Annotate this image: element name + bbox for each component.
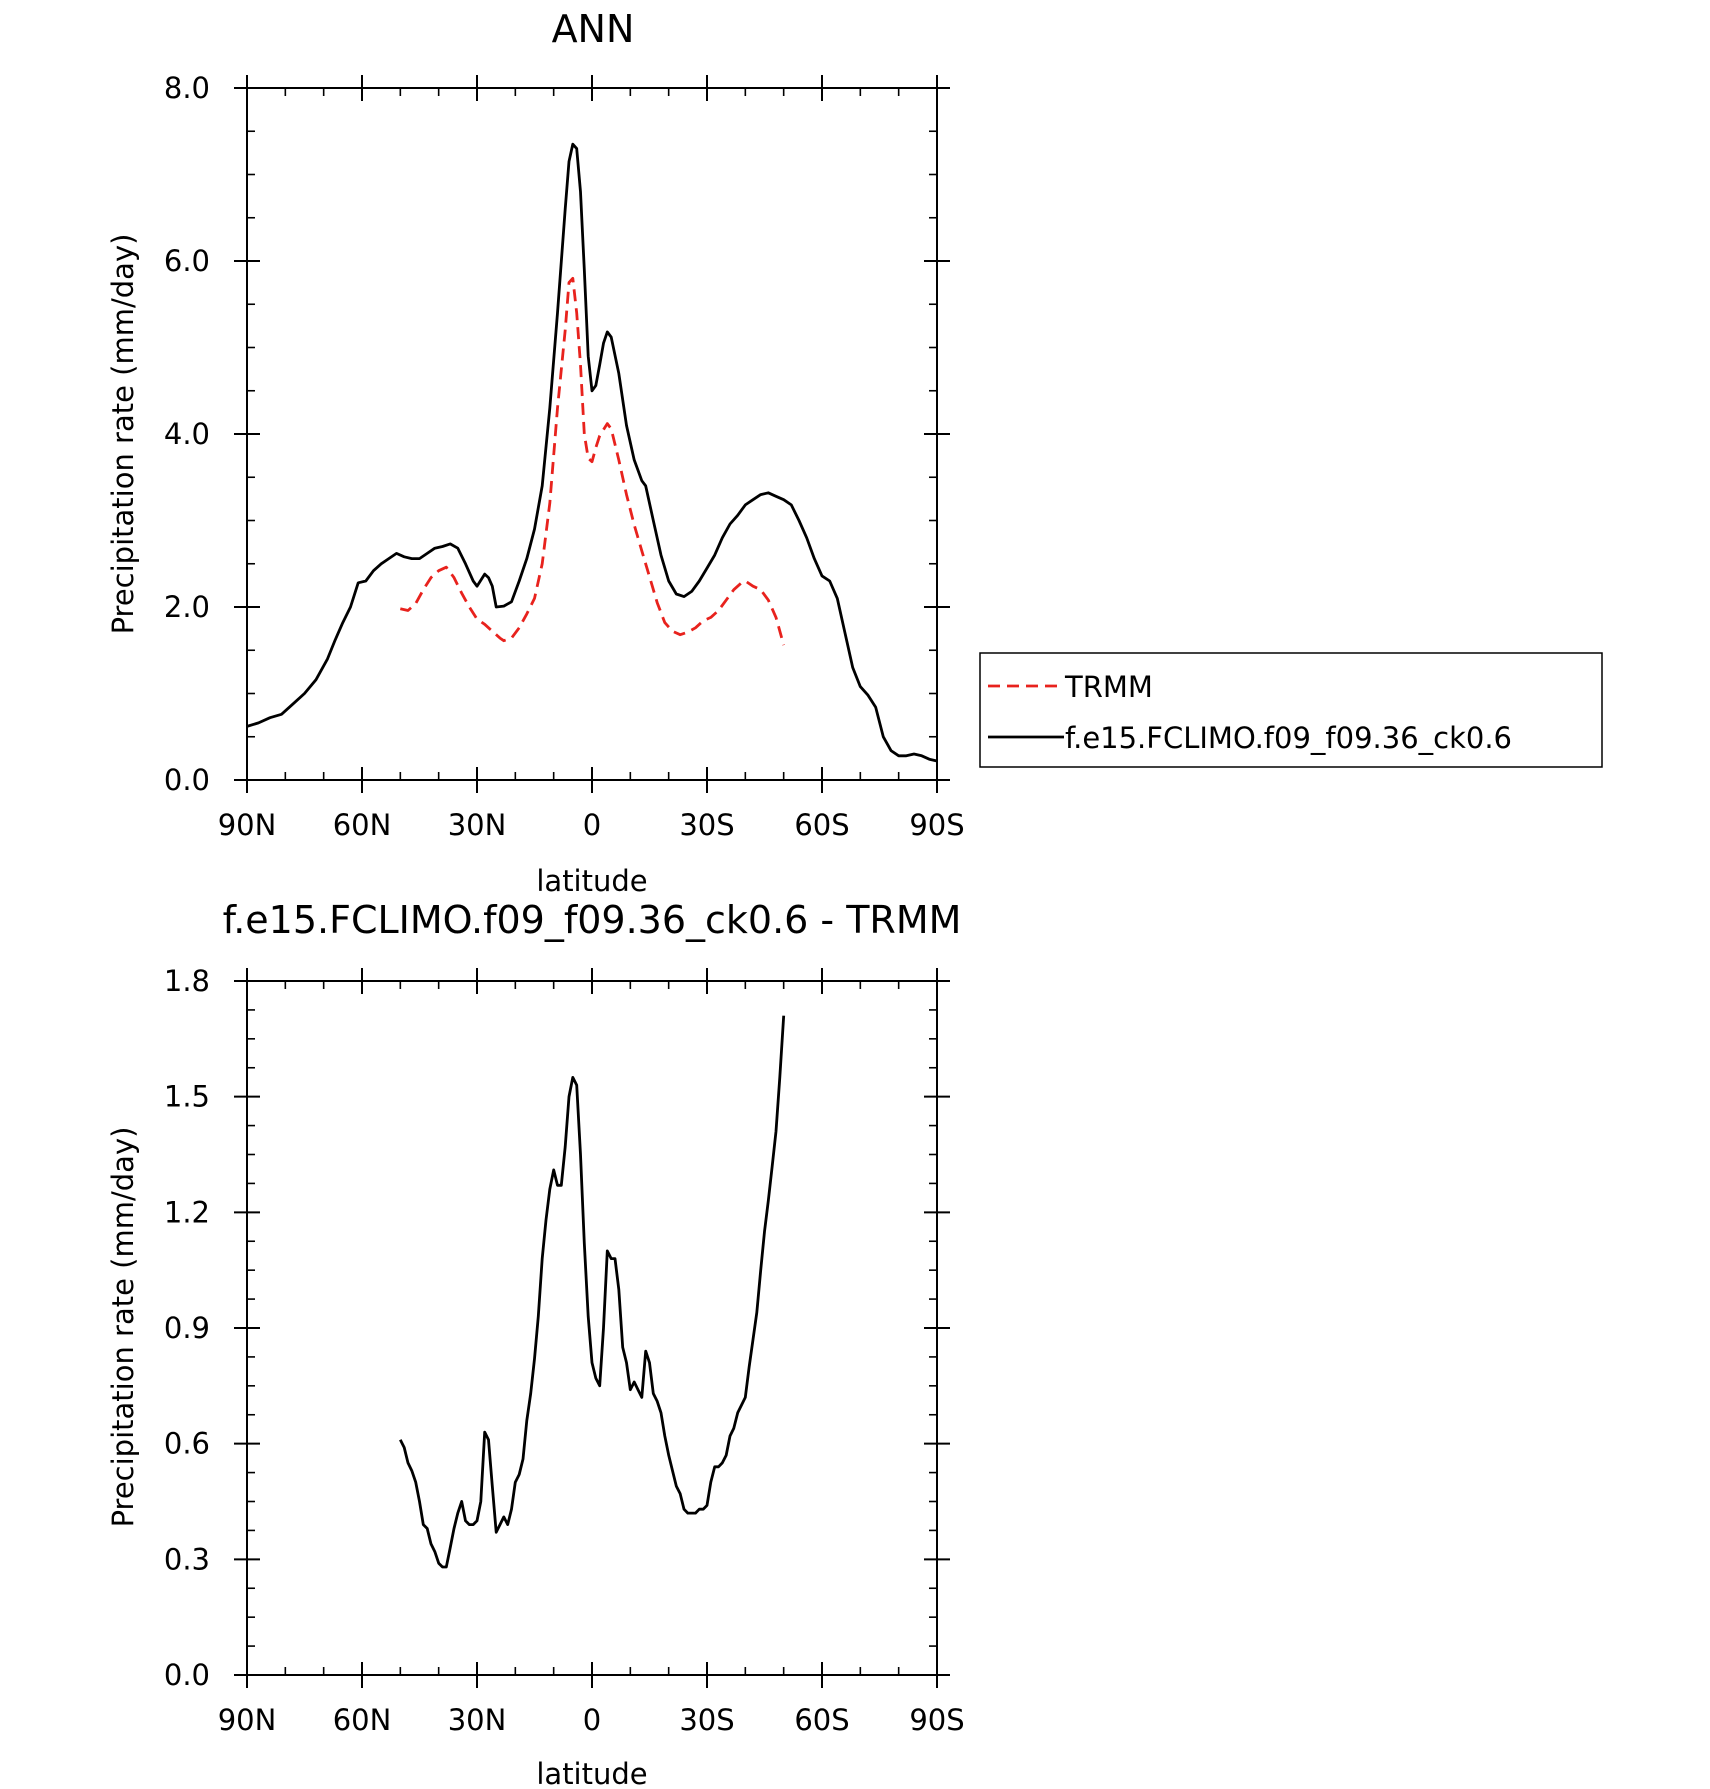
y-tick-label: 0.3: [164, 1542, 210, 1576]
x-axis-label: latitude: [536, 864, 647, 898]
y-tick-label: 2.0: [164, 590, 210, 624]
x-tick-label: 90N: [218, 1703, 277, 1737]
legend-label-model: f.e15.FCLIMO.f09_f09.36_ck0.6: [1065, 721, 1512, 755]
series-layer: [246, 142, 938, 763]
chart-title: f.e15.FCLIMO.f09_f09.36_ck0.6 - TRMM: [223, 898, 962, 942]
legend: TRMM f.e15.FCLIMO.f09_f09.36_ck0.6: [979, 652, 1603, 768]
y-tick-labels: 0.0 2.0 4.0 6.0 8.0: [164, 71, 210, 797]
x-axis-label: latitude: [536, 1757, 647, 1789]
y-axis-label: Precipitation rate (mm/day): [106, 1127, 140, 1528]
x-tick-label: 30N: [448, 808, 507, 842]
x-tick-label: 90N: [218, 808, 277, 842]
plot-frame: [246, 87, 938, 781]
x-tick-label: 60N: [333, 1703, 392, 1737]
series-layer: [399, 1015, 786, 1569]
series-line-trmm: [399, 276, 786, 646]
annual-precip-chart: ANN 90N 60N 30N 0 30S 60S 90S 0.02.04.06.08.0 …: [106, 7, 1603, 898]
x-tick-label: 30S: [679, 808, 734, 842]
y-tick-label: 4.0: [164, 417, 210, 451]
y-tick-label: 6.0: [164, 244, 210, 278]
y-axis-label: Precipitation rate (mm/day): [106, 234, 140, 635]
axis-ticks: [234, 75, 950, 793]
y-tick-label: 8.0: [164, 71, 210, 105]
x-tick-label: 60N: [333, 808, 392, 842]
y-tick-label: 0.9: [164, 1311, 210, 1345]
y-tick-label: 0.6: [164, 1427, 210, 1461]
series-line-model: [246, 142, 938, 763]
x-tick-labels: 90N 60N 30N 0 30S 60S 90S: [218, 1703, 965, 1737]
x-tick-label: 60S: [794, 1703, 849, 1737]
x-tick-label: 0: [583, 1703, 601, 1737]
x-tick-label: 0: [583, 808, 601, 842]
axis-ticks: [234, 968, 950, 1688]
x-tick-label: 90S: [909, 1703, 964, 1737]
y-tick-label: 0.0: [164, 763, 210, 797]
series-line-difference: [399, 1015, 786, 1569]
x-tick-label: 90S: [909, 808, 964, 842]
x-tick-labels: 90N 60N 30N 0 30S 60S 90S: [218, 808, 965, 842]
y-tick-labels: 0.0 0.3 0.6 0.9 1.2 1.5 1.8: [164, 964, 210, 1692]
x-tick-label: 30S: [679, 1703, 734, 1737]
x-tick-label: 60S: [794, 808, 849, 842]
difference-precip-chart: f.e15.FCLIMO.f09_f09.36_ck0.6 - TRMM 90N…: [106, 898, 965, 1789]
x-tick-label: 30N: [448, 1703, 507, 1737]
y-tick-label: 0.0: [164, 1658, 210, 1692]
legend-label-trmm: TRMM: [1064, 670, 1153, 704]
chart-title: ANN: [552, 7, 635, 51]
plot-frame: [246, 980, 938, 1676]
legend-box: [979, 652, 1603, 768]
y-tick-label: 1.5: [164, 1080, 210, 1114]
y-tick-label: 1.8: [164, 964, 210, 998]
y-tick-label: 1.2: [164, 1195, 210, 1229]
